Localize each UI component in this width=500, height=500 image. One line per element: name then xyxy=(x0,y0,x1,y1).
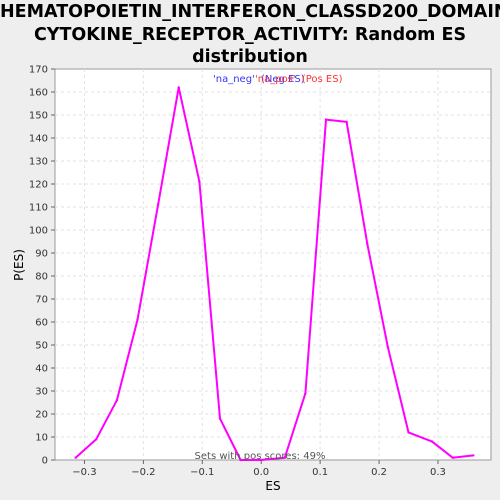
data-point xyxy=(260,458,263,462)
y-tick-label: 10 xyxy=(35,433,48,444)
chart-title: HEMATOPOIETIN_INTERFERON_CLASSD200_DOMAI… xyxy=(0,1,500,69)
data-point xyxy=(345,120,348,124)
x-axis-title: ES xyxy=(265,479,280,493)
axes: 0 10 20 30 40 50 60 70 80 90 100 110 120 130 140 150 160… xyxy=(29,65,446,479)
data-point xyxy=(324,118,328,121)
series-layer xyxy=(74,86,475,462)
data-point xyxy=(156,203,160,206)
chart-title-line-3: distribution xyxy=(192,47,308,67)
y-tick-label: 160 xyxy=(29,88,48,99)
chart-title-line-1: HEMATOPOIETIN_INTERFERON_CLASSD200_DOMAI… xyxy=(0,2,500,22)
y-tick-label: 30 xyxy=(35,387,48,398)
legend-label-na-neg: 'na_neg' xyxy=(213,74,255,85)
y-tick-label: 60 xyxy=(35,318,48,329)
legend-label-neg-es: (Neg ES) xyxy=(261,74,305,85)
y-tick-label: 50 xyxy=(35,341,48,352)
x-tick-label: 0.2 xyxy=(371,467,387,478)
y-tick-label: 110 xyxy=(29,203,48,214)
data-point xyxy=(283,456,286,459)
y-tick-label: 100 xyxy=(29,226,48,237)
data-point xyxy=(430,440,434,443)
y-tick-label: 40 xyxy=(35,364,48,375)
y-tick-label: 20 xyxy=(35,410,48,421)
data-point xyxy=(386,346,390,349)
legend-label-pos-es: (Pos ES) xyxy=(302,74,343,85)
x-tick-label: 0.0 xyxy=(253,467,269,478)
data-point xyxy=(451,456,454,459)
data-point xyxy=(218,417,222,420)
grid-lines xyxy=(55,69,491,460)
x-tick-label: −0.3 xyxy=(72,467,96,478)
chart-title-line-2: CYTOKINE_RECEPTOR_ACTIVITY: Random ES xyxy=(33,24,467,45)
legend-label-na-pos: 'na_pos' xyxy=(255,74,296,85)
x-tick-label: 0.3 xyxy=(430,467,446,478)
data-point xyxy=(366,242,369,245)
data-point xyxy=(136,318,139,321)
data-point xyxy=(95,438,98,441)
y-tick-label: 140 xyxy=(29,134,48,145)
data-point xyxy=(115,399,119,402)
data-point xyxy=(472,454,475,457)
y-tick-label: 170 xyxy=(29,65,48,76)
data-point xyxy=(239,458,242,462)
data-point xyxy=(74,456,77,459)
x-tick-label: −0.2 xyxy=(131,467,155,478)
y-tick-label: 130 xyxy=(29,157,48,168)
legend-pos: 'na_pos' (Pos ES) xyxy=(255,74,343,85)
x-tick-label: 0.1 xyxy=(312,467,328,478)
data-point xyxy=(198,180,201,183)
es-distribution-line xyxy=(74,86,474,461)
y-axis-title: P(ES) xyxy=(12,249,26,281)
pos-scores-annotation: Sets with pos scores: 49% xyxy=(195,451,326,462)
y-tick-label: 70 xyxy=(35,295,48,306)
data-point xyxy=(407,431,410,434)
x-tick-label: −0.1 xyxy=(190,467,214,478)
y-tick-label: 80 xyxy=(35,272,48,283)
data-point xyxy=(304,392,307,395)
data-point xyxy=(177,86,180,89)
plot-area xyxy=(54,68,492,461)
y-tick-label: 120 xyxy=(29,180,48,191)
y-tick-label: 0 xyxy=(42,456,48,467)
legend: 'na_neg' (Neg ES) xyxy=(213,74,305,85)
y-tick-label: 90 xyxy=(35,249,48,260)
y-tick-label: 150 xyxy=(29,111,48,122)
